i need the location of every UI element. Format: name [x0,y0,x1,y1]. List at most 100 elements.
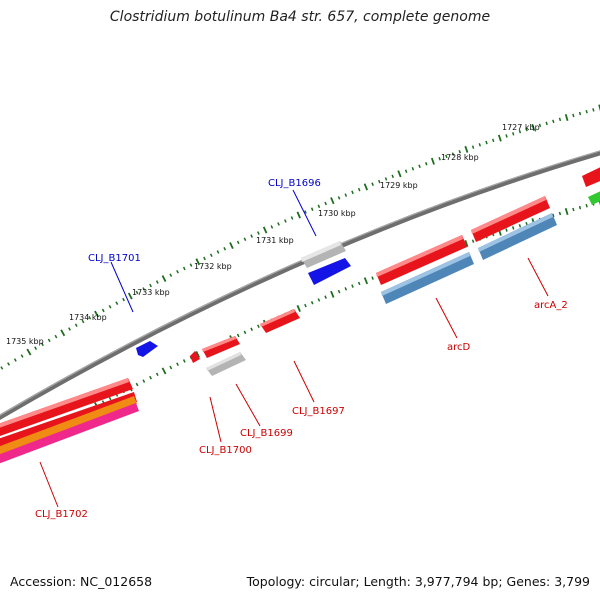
outer-track-minor-tick [424,161,428,166]
inner-track-minor-tick [578,205,582,210]
gene-features [0,167,600,464]
outer-track-minor-tick [351,190,354,195]
outer-track-major-tick [430,157,435,165]
backbone-line [0,150,600,421]
outer-track-minor-tick [478,143,482,147]
tick-label-1728: 1728 kbp [441,153,479,162]
gene-label-arcA_2: arcA_2 [534,300,568,311]
inner-track-minor-tick [155,372,159,377]
inner-track-minor-tick [142,379,146,383]
inner-track-minor-tick [357,281,361,286]
feature-CLJ_B1696 [308,258,351,285]
leader-CLJ_B1702 [39,461,59,508]
gene-label-CLJ_B1699: CLJ_B1699 [240,428,293,439]
outer-track-minor-tick [54,334,58,339]
outer-track-major-tick [127,292,133,300]
outer-track-minor-tick [257,231,260,235]
outer-track-minor-tick [101,308,105,313]
outer-track-minor-tick [88,316,92,320]
outer-track-minor-tick [378,179,381,184]
leader-CLJ_B1699 [235,383,261,427]
outer-track-minor-tick [572,113,575,118]
outer-track-minor-tick [545,121,548,126]
outer-track-minor-tick [223,246,227,251]
feature-arcA_2 [478,213,557,260]
inner-track-minor-tick [518,224,522,228]
outer-track-minor-tick [505,134,508,138]
inner-track-minor-tick [572,207,575,212]
outer-track-major-tick [262,226,268,234]
feature-CLJ_B1700 [190,351,200,363]
inner-track-minor-tick [471,239,475,243]
tick-label-1735: 1735 kbp [6,337,44,346]
outer-track-minor-tick [209,253,213,258]
outer-track-minor-tick [290,216,294,220]
outer-track-minor-tick [284,219,287,223]
tick-label-1732: 1732 kbp [194,262,232,271]
outer-track-major-tick [161,275,167,283]
feature-arcD-highlight [381,252,470,296]
accession-text: Accession: NC_012658 [10,574,153,589]
gene-label-CLJ_B1696: CLJ_B1696 [268,178,321,189]
outer-track-minor-tick [391,174,395,179]
outer-track-minor-tick [371,182,374,186]
genome-backbone [0,150,600,421]
feature-red-left-1 [0,378,133,436]
outer-track-minor-tick [216,250,220,254]
outer-track-minor-tick [357,187,361,192]
leader-arcA_2 [527,257,549,297]
outer-track-minor-tick [578,111,582,116]
outer-track-minor-tick [511,132,515,136]
outer-track-major-tick [397,170,402,178]
feature-pink-left [0,403,139,464]
outer-track-minor-tick [7,362,11,366]
outer-track-minor-tick [310,207,314,211]
outer-track-minor-tick [518,129,522,134]
outer-track-minor-tick [384,177,388,181]
outer-track-minor-tick [155,280,159,284]
outer-track-minor-tick [277,222,280,226]
outer-track-minor-tick [451,152,455,156]
outer-track-major-tick [26,348,32,356]
inner-track-major-tick [464,240,469,247]
inner-track-major-tick [195,351,201,358]
outer-track-minor-tick [115,301,119,305]
outer-track-major-tick [229,242,234,249]
leader-CLJ_B1700 [209,396,222,443]
outer-track-minor-tick [270,225,274,229]
feature-CLJ_B1701 [136,341,158,357]
map-title: Clostridium botulinum Ba4 str. 657, comp… [109,9,491,25]
outer-track-minor-tick [552,119,555,124]
inner-track-minor-tick [585,203,588,208]
feature-red-1699-highlight [202,336,236,352]
feature-CLJ_B1697-highlight [260,309,295,327]
topology-text: Topology: circular; Length: 3,977,794 bp… [246,574,590,589]
tick-label-1730: 1730 kbp [318,209,356,218]
leader-CLJ_B1696 [292,189,317,237]
feature-arcA_2-highlight [478,213,553,252]
outer-track-minor-tick [149,283,152,288]
outer-track-minor-tick [13,358,17,362]
inner-track-minor-tick [525,221,528,226]
outer-track-minor-tick [337,196,341,200]
feature-CLJ_B1697 [260,309,300,333]
inner-track-minor-tick [317,298,321,302]
inner-track-minor-tick [371,276,374,280]
feature-red-left-1-highlight [0,378,129,428]
leader-CLJ_B1697 [293,360,315,403]
inner-track-minor-tick [135,382,139,387]
outer-track-minor-tick [404,169,408,173]
outer-track-minor-tick [411,166,415,171]
inner-track-minor-tick [149,375,152,380]
inner-track-major-tick [330,290,335,298]
feature-red-arcA2-top [471,196,550,242]
outer-track-minor-tick [40,342,44,347]
outer-track-minor-tick [169,273,173,277]
outer-track-minor-tick [418,164,421,168]
outer-track-minor-tick [458,149,462,154]
label-leader-lines [39,189,549,508]
inner-track-minor-tick [108,396,112,401]
outer-track-major-tick [564,113,569,121]
